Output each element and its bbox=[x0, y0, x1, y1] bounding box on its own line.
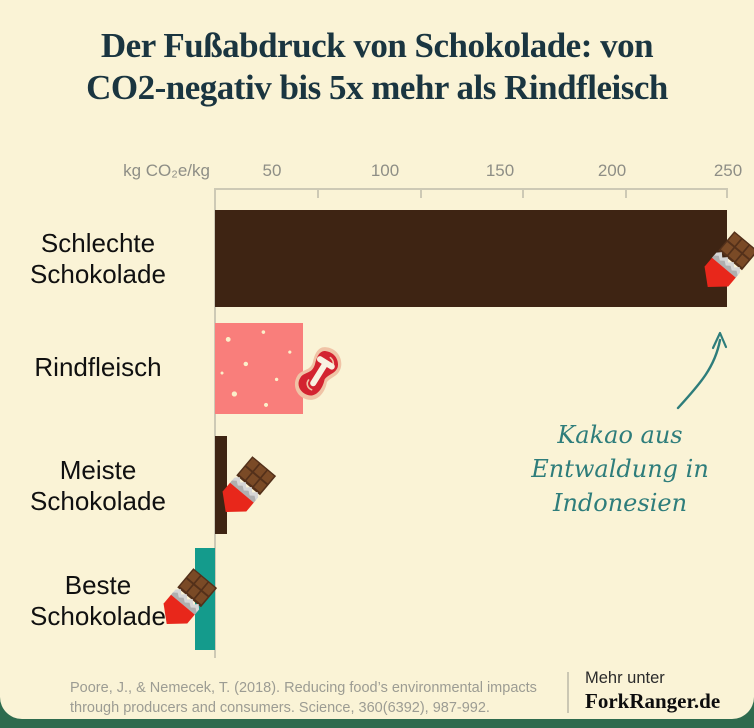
axis-tick-mark bbox=[726, 189, 728, 198]
category-label-beste-schokolade: Beste Schokolade bbox=[0, 570, 196, 632]
category-label-line: Meiste bbox=[59, 455, 137, 485]
axis-tick-label-200: 200 bbox=[597, 161, 627, 180]
x-axis-line bbox=[215, 188, 728, 190]
category-label-line: Rindfleisch bbox=[34, 352, 162, 382]
page-title-line1: Der Fußabdruck von Schokolade: von bbox=[100, 26, 654, 65]
axis-tick-mark bbox=[625, 189, 627, 198]
axis-tick-label-100: 100 bbox=[370, 161, 400, 180]
page-title-line2: CO2-negativ bis 5x mehr als Rindfleisch bbox=[86, 68, 668, 107]
more-label: Mehr unter bbox=[585, 669, 665, 687]
chocolate-bar-icon bbox=[704, 231, 754, 287]
steak-icon bbox=[294, 347, 342, 400]
category-label-line: Schokolade bbox=[30, 601, 166, 631]
axis-tick-label-50: 50 bbox=[262, 161, 282, 180]
y-axis-line bbox=[214, 188, 216, 658]
category-label-rindfleisch: Rindfleisch bbox=[0, 352, 196, 383]
axis-tick-mark bbox=[317, 189, 319, 198]
axis-tick-label-250: 250 bbox=[713, 161, 743, 180]
annotation-arrow bbox=[676, 331, 728, 410]
brand-forkranger: ForkRanger.de bbox=[585, 689, 721, 713]
axis-tick-mark bbox=[522, 189, 524, 198]
category-label-line: Schlechte bbox=[40, 228, 156, 258]
bar-rindfleisch bbox=[215, 323, 304, 414]
category-label-schlechte-schokolade: Schlechte Schokolade bbox=[0, 228, 196, 290]
source-citation: Poore, J., & Nemecek, T. (2018). Reducin… bbox=[70, 679, 537, 718]
category-label-line: Schokolade bbox=[30, 486, 166, 516]
bar-meiste-schokolade bbox=[215, 436, 228, 534]
category-label-line: Beste bbox=[64, 570, 132, 600]
chocolate-bar-icon bbox=[222, 456, 277, 512]
bar-schlechte-schokolade bbox=[215, 210, 727, 307]
axis-unit-label: kg CO₂e/kg bbox=[123, 161, 210, 180]
footer-divider bbox=[567, 672, 569, 713]
annotation-line: Indonesien bbox=[552, 489, 688, 517]
annotation-line: Kakao aus bbox=[557, 421, 683, 449]
axis-tick-label-150: 150 bbox=[485, 161, 515, 180]
axis-tick-mark bbox=[420, 189, 422, 198]
citation-line: through producers and consumers. Science… bbox=[70, 699, 490, 716]
page-title: Der Fußabdruck von Schokolade: von CO2-n… bbox=[0, 25, 754, 109]
annotation-line: Entwaldung in bbox=[531, 455, 709, 483]
annotation-text: Kakao aus Entwaldung in Indonesien bbox=[505, 418, 735, 520]
category-label-line: Schokolade bbox=[30, 259, 166, 289]
citation-line: Poore, J., & Nemecek, T. (2018). Reducin… bbox=[70, 680, 537, 696]
chocolate-bar-icon bbox=[163, 568, 218, 624]
category-label-meiste-schokolade: Meiste Schokolade bbox=[0, 455, 196, 517]
